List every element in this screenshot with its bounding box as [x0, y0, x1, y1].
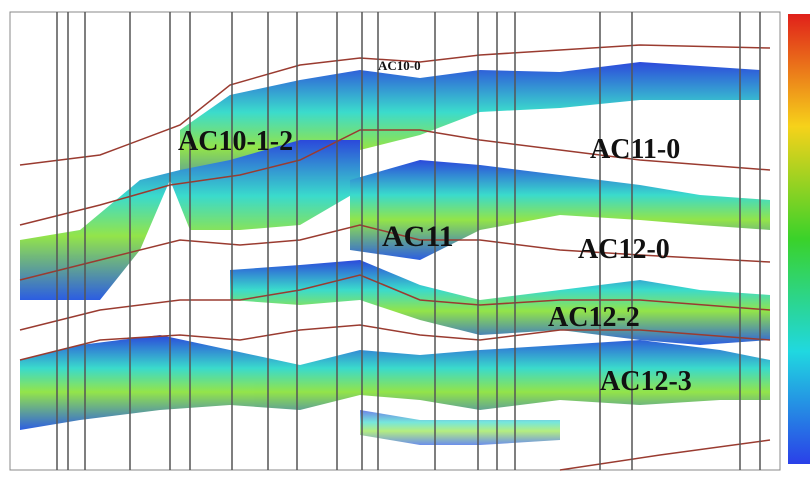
zone-label: AC11 — [382, 220, 454, 253]
zone-label: AC10-1-2 — [178, 126, 293, 157]
zone-label: AC10-0 — [378, 58, 421, 73]
color-bar — [788, 14, 810, 464]
cross-section: AC10-0 AC10-1-2 AC11-0 AC11 AC12-0 AC12-… — [0, 0, 811, 479]
zone-label: AC11-0 — [590, 134, 680, 165]
zone-label: AC12-0 — [578, 234, 670, 265]
zone-label: AC12-2 — [548, 302, 640, 333]
zone-label: AC12-3 — [600, 366, 692, 397]
